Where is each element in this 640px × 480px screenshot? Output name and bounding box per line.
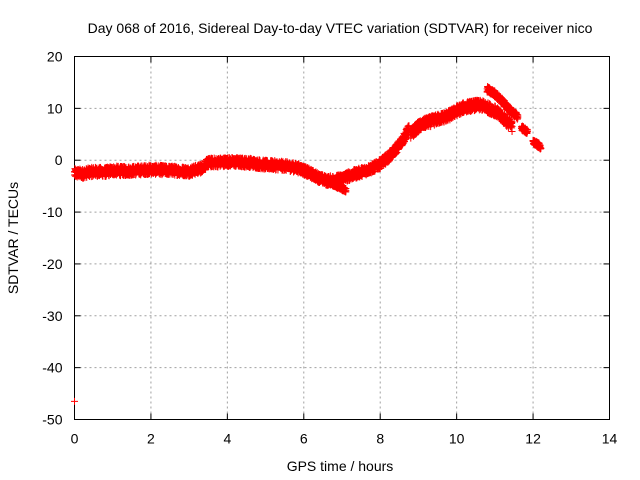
y-tick-label: 0 bbox=[55, 152, 63, 168]
plot-area bbox=[74, 56, 610, 420]
series-end-tail bbox=[529, 136, 545, 153]
grid bbox=[74, 56, 610, 420]
x-tick-label: 0 bbox=[71, 431, 79, 447]
data-point bbox=[537, 144, 545, 152]
x-tick-label: 10 bbox=[449, 431, 465, 447]
series-overshoot-tail bbox=[323, 175, 350, 196]
data-point bbox=[508, 128, 516, 136]
y-tick-label: 20 bbox=[47, 49, 63, 65]
outlier-point bbox=[71, 397, 78, 405]
y-tick-labels: -50 -40 -30 -20 -10 0 10 20 bbox=[42, 49, 62, 428]
y-tick-label: -20 bbox=[42, 256, 62, 272]
y-tick-label: -30 bbox=[42, 308, 62, 324]
x-tick-label: 4 bbox=[223, 431, 231, 447]
x-tick-label: 12 bbox=[525, 431, 541, 447]
data-point bbox=[342, 187, 350, 195]
data-marks bbox=[71, 83, 545, 405]
x-tick-label: 8 bbox=[376, 431, 384, 447]
y-axis-label: SDTVAR / TECUs bbox=[5, 182, 21, 294]
y-tick-label: -10 bbox=[42, 204, 62, 220]
series-upper-tail bbox=[483, 83, 522, 123]
chart-title: Day 068 of 2016, Sidereal Day-to-day VTE… bbox=[88, 20, 593, 36]
ticks bbox=[74, 56, 610, 420]
x-axis-label: GPS time / hours bbox=[287, 458, 394, 474]
y-tick-label: 10 bbox=[47, 100, 63, 116]
data-point bbox=[523, 128, 531, 136]
series-band-2 bbox=[407, 96, 516, 142]
x-tick-label: 2 bbox=[147, 431, 155, 447]
series-short-tail bbox=[518, 122, 531, 137]
x-tick-labels: 0 2 4 6 8 10 12 14 bbox=[71, 431, 618, 447]
x-tick-label: 6 bbox=[300, 431, 308, 447]
y-tick-label: -50 bbox=[42, 412, 62, 428]
data-point bbox=[514, 111, 522, 119]
y-tick-label: -40 bbox=[42, 360, 62, 376]
x-tick-label: 14 bbox=[602, 431, 618, 447]
